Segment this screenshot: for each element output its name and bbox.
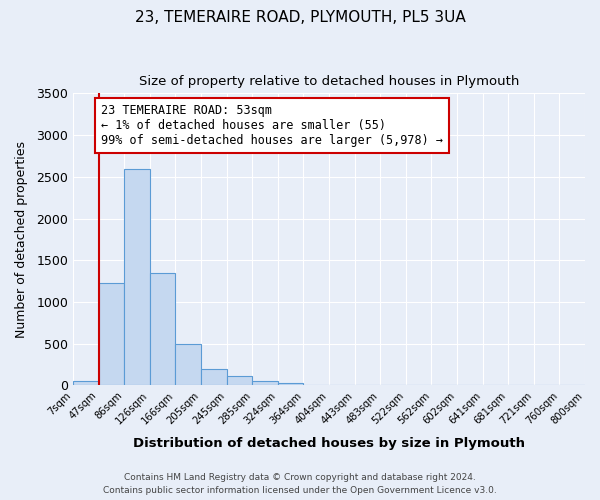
- Bar: [278, 383, 304, 386]
- Text: 23 TEMERAIRE ROAD: 53sqm
← 1% of detached houses are smaller (55)
99% of semi-de: 23 TEMERAIRE ROAD: 53sqm ← 1% of detache…: [101, 104, 443, 147]
- Bar: [124, 170, 150, 386]
- Bar: [227, 376, 252, 386]
- Bar: [73, 381, 98, 386]
- Text: 23, TEMERAIRE ROAD, PLYMOUTH, PL5 3UA: 23, TEMERAIRE ROAD, PLYMOUTH, PL5 3UA: [134, 10, 466, 25]
- Bar: [252, 381, 278, 386]
- Title: Size of property relative to detached houses in Plymouth: Size of property relative to detached ho…: [139, 75, 519, 88]
- Bar: [201, 368, 227, 386]
- Y-axis label: Number of detached properties: Number of detached properties: [15, 141, 28, 338]
- X-axis label: Distribution of detached houses by size in Plymouth: Distribution of detached houses by size …: [133, 437, 525, 450]
- Bar: [98, 283, 124, 386]
- Bar: [175, 344, 201, 386]
- Text: Contains HM Land Registry data © Crown copyright and database right 2024.
Contai: Contains HM Land Registry data © Crown c…: [103, 474, 497, 495]
- Bar: [150, 273, 175, 386]
